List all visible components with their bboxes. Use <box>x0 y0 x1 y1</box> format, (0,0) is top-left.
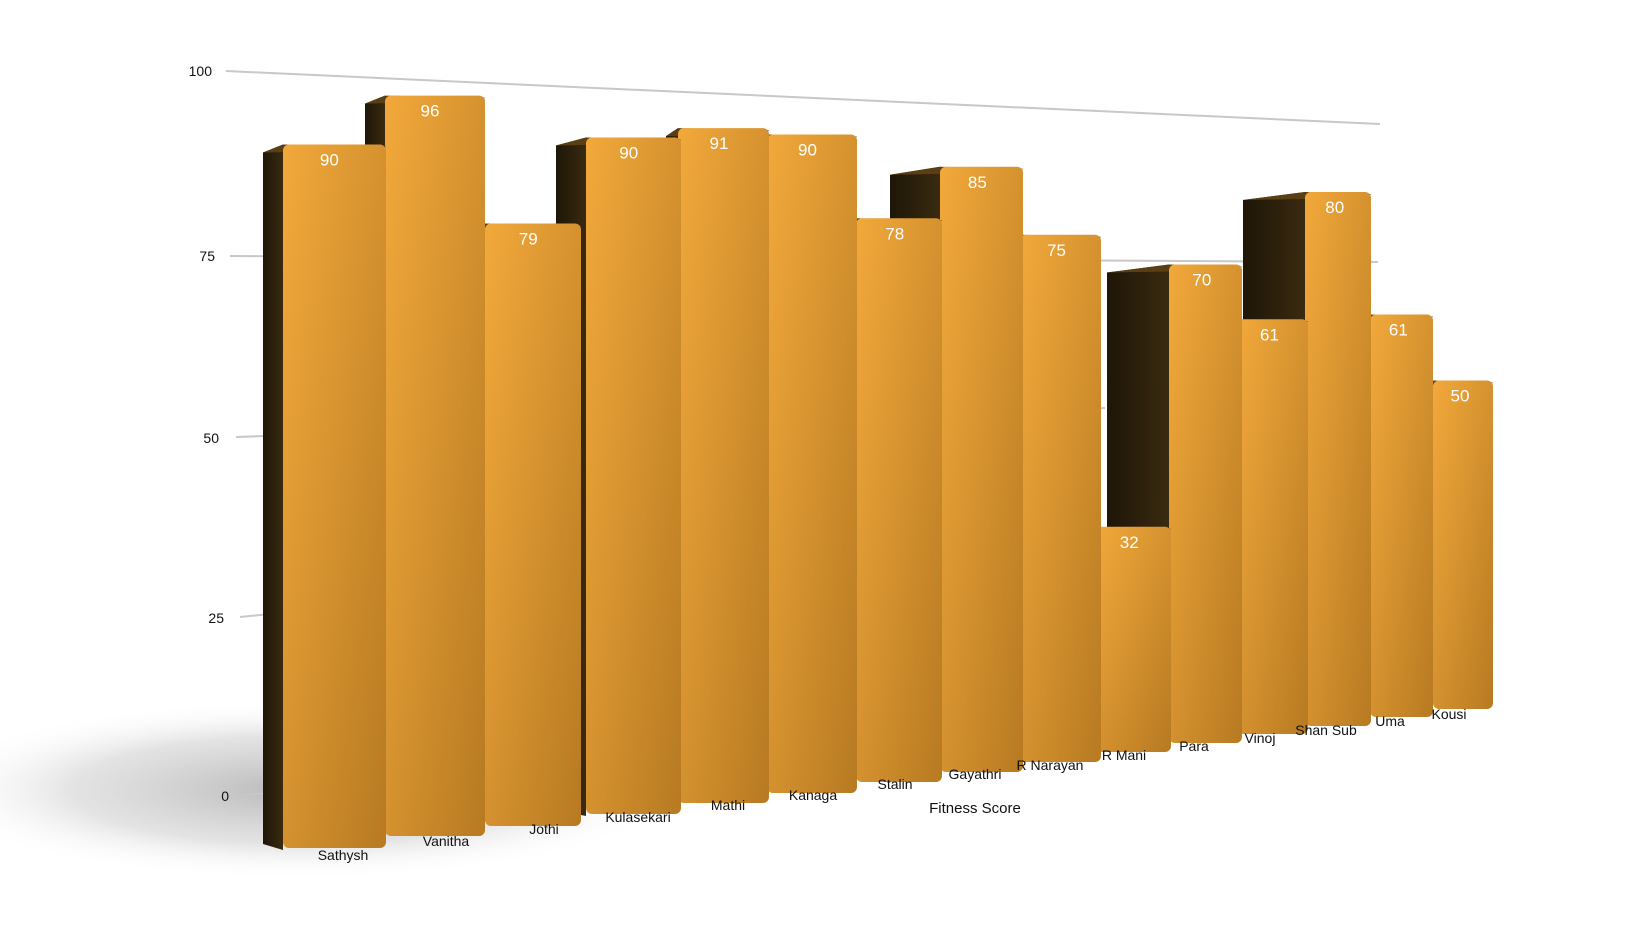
bar-front-face <box>1370 314 1433 717</box>
bar-value-label: 78 <box>885 224 904 243</box>
bar-value-label: 91 <box>709 134 728 153</box>
bar-front-face <box>385 95 485 837</box>
y-axis: 100 75 50 25 0 <box>189 63 230 804</box>
y-tick-label: 25 <box>208 610 224 626</box>
x-tick-label: Sathysh <box>318 847 369 863</box>
bar-front-face <box>678 128 769 803</box>
x-axis-title: Fitness Score <box>929 800 1021 817</box>
bar-value-label: 75 <box>1047 241 1066 260</box>
x-tick-label: Shan Sub <box>1295 722 1357 738</box>
x-tick-label: Stalin <box>877 776 912 792</box>
bars: 50 61 80 61 70 32 75 85 78 90 91 90 79 96 90 Sathysh Van… <box>263 95 1493 863</box>
bar-value-label: 50 <box>1451 387 1470 406</box>
bar-value-label: 85 <box>968 173 987 192</box>
y-tick-label: 75 <box>199 248 215 264</box>
bar: 90 <box>263 144 386 850</box>
bar: 79 <box>477 223 581 829</box>
bar: 78 <box>848 218 942 785</box>
x-tick-label: Para <box>1179 738 1209 754</box>
bar-value-label: 79 <box>519 230 538 249</box>
y-tick-label: 100 <box>189 63 213 79</box>
x-tick-label: Mathi <box>711 797 745 813</box>
bar: 90 <box>761 134 857 795</box>
y-tick-label: 0 <box>221 788 229 804</box>
bar-front-face <box>767 134 857 793</box>
bar-front-face <box>586 137 681 814</box>
bar-front-face <box>485 223 581 827</box>
x-tick-label: Kulasekari <box>605 809 670 825</box>
x-tick-label: Kanaga <box>789 787 837 803</box>
x-tick-label: R Narayan <box>1017 757 1084 773</box>
bar-side-face <box>263 144 283 850</box>
bar: 61 <box>1362 314 1433 719</box>
bar-front-face <box>1169 264 1242 743</box>
x-tick-label: Kousi <box>1431 706 1466 722</box>
bar-value-label: 32 <box>1120 533 1139 552</box>
x-tick-label: Vanitha <box>423 833 470 849</box>
bar-front-face <box>1020 234 1101 762</box>
bar-front-face <box>283 144 386 848</box>
x-tick-label: R Mani <box>1102 747 1146 763</box>
bar-value-label: 61 <box>1260 325 1279 344</box>
bar-value-label: 90 <box>798 141 817 160</box>
x-tick-label: Vinoj <box>1245 730 1276 746</box>
bar-front-face <box>1433 380 1493 709</box>
bar-front-face <box>856 218 942 783</box>
x-tick-label: Uma <box>1375 713 1405 729</box>
bar-value-label: 90 <box>320 151 339 170</box>
bar-value-label: 61 <box>1389 321 1408 340</box>
bar-front-face <box>940 166 1023 772</box>
bar-front-face <box>1095 526 1171 752</box>
bar: 50 <box>1427 380 1493 711</box>
x-tick-label: Gayathri <box>949 766 1002 782</box>
y-tick-label: 50 <box>203 430 219 446</box>
bar-front-face <box>1238 319 1308 734</box>
bar-front-face <box>1305 192 1371 726</box>
bar-value-label: 70 <box>1192 271 1211 290</box>
bar-value-label: 96 <box>421 102 440 121</box>
bar-value-label: 80 <box>1325 198 1344 217</box>
gridline <box>225 70 1381 125</box>
x-tick-label: Jothi <box>529 821 559 837</box>
bar-value-label: 90 <box>619 144 638 163</box>
bar: 91 <box>666 128 769 805</box>
